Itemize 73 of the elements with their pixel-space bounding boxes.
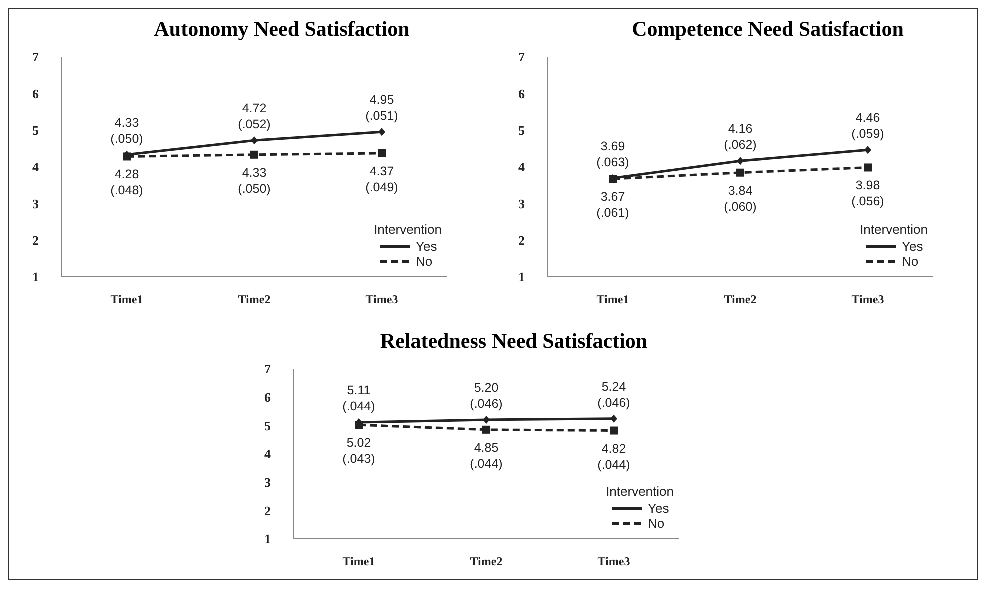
data-label: 4.46 (.059)	[852, 111, 884, 142]
y-tick-label: 6	[264, 390, 272, 405]
point	[251, 136, 258, 145]
y-tick-label: 7	[264, 362, 272, 377]
x-tick-label: Time2	[724, 292, 757, 307]
chart-title: Competence Need Satisfaction	[631, 17, 905, 43]
y-tick-label: 6	[518, 86, 526, 102]
legend-label: No	[648, 516, 666, 531]
x-tick-label: Time3	[598, 554, 630, 569]
legend-label: Yes	[902, 239, 924, 254]
point	[378, 128, 386, 136]
y-tick-label: 1	[32, 270, 39, 285]
point	[610, 426, 618, 435]
data-label: 4.85 (.044)	[470, 440, 503, 471]
x-tick-label: Time1	[110, 292, 144, 307]
data-label: 4.72 (.052)	[238, 102, 271, 132]
y-tick-label: 5	[264, 418, 272, 434]
data-label: 4.95 (.051)	[366, 93, 398, 124]
legend-label: No	[902, 254, 920, 269]
x-tick-label: Time2	[238, 292, 271, 307]
legend-title: Intervention	[374, 222, 442, 237]
data-label: 4.33 (.050)	[238, 166, 271, 196]
data-label: 4.28 (.048)	[110, 168, 144, 198]
data-label: 5.20 (.046)	[470, 381, 503, 411]
y-tick-label: 7	[518, 50, 526, 65]
x-tick-label: Time1	[596, 292, 630, 307]
legend-label: Yes	[648, 501, 670, 516]
data-label: 4.16 (.062)	[724, 122, 757, 152]
point	[736, 168, 744, 177]
y-tick-label: 7	[32, 50, 40, 65]
y-tick-label: 4	[32, 160, 40, 175]
point	[250, 150, 258, 159]
point	[864, 164, 872, 172]
y-tick-label: 4	[518, 160, 526, 175]
y-tick-label: 2	[518, 232, 525, 248]
x-tick-label: Time2	[470, 554, 503, 569]
point	[378, 149, 386, 158]
data-label: 3.84 (.060)	[724, 184, 757, 214]
data-label: 3.98 (.056)	[852, 178, 884, 209]
point	[483, 416, 490, 424]
y-tick-label: 6	[32, 86, 40, 102]
point	[482, 426, 490, 434]
data-label: 4.33 (.050)	[110, 116, 144, 146]
y-tick-label: 5	[518, 122, 526, 138]
data-label: 5.02 (.043)	[342, 436, 376, 466]
point	[610, 414, 618, 423]
data-label: 5.11 (.044)	[342, 384, 376, 414]
legend-label: No	[416, 254, 434, 269]
point	[355, 421, 363, 430]
legend-title: Intervention	[860, 222, 928, 237]
y-tick-label: 4	[264, 446, 272, 462]
y-tick-label: 3	[264, 474, 272, 490]
point	[864, 146, 872, 154]
x-tick-label: Time3	[852, 292, 884, 307]
y-tick-label: 3	[518, 196, 526, 212]
data-label: 4.37 (.049)	[366, 164, 398, 194]
y-tick-label: 2	[264, 503, 271, 518]
y-tick-label: 1	[518, 270, 525, 285]
chart-title: Autonomy Need Satisfaction	[153, 17, 411, 43]
legend-title: Intervention	[606, 484, 674, 499]
y-tick-label: 2	[32, 232, 39, 248]
data-label: 4.82 (.044)	[598, 442, 630, 472]
x-tick-label: Time1	[342, 554, 376, 569]
data-label: 3.69 (.063)	[596, 139, 630, 170]
data-label: 5.24 (.046)	[598, 380, 630, 410]
data-label: 3.67 (.061)	[596, 190, 630, 220]
y-tick-label: 1	[264, 532, 271, 547]
y-tick-label: 3	[32, 196, 40, 212]
x-tick-label: Time3	[366, 292, 398, 307]
point	[737, 157, 744, 166]
legend-label: Yes	[416, 239, 438, 254]
y-tick-label: 5	[32, 122, 40, 138]
chart-title: Relatedness Need Satisfaction	[379, 329, 649, 355]
